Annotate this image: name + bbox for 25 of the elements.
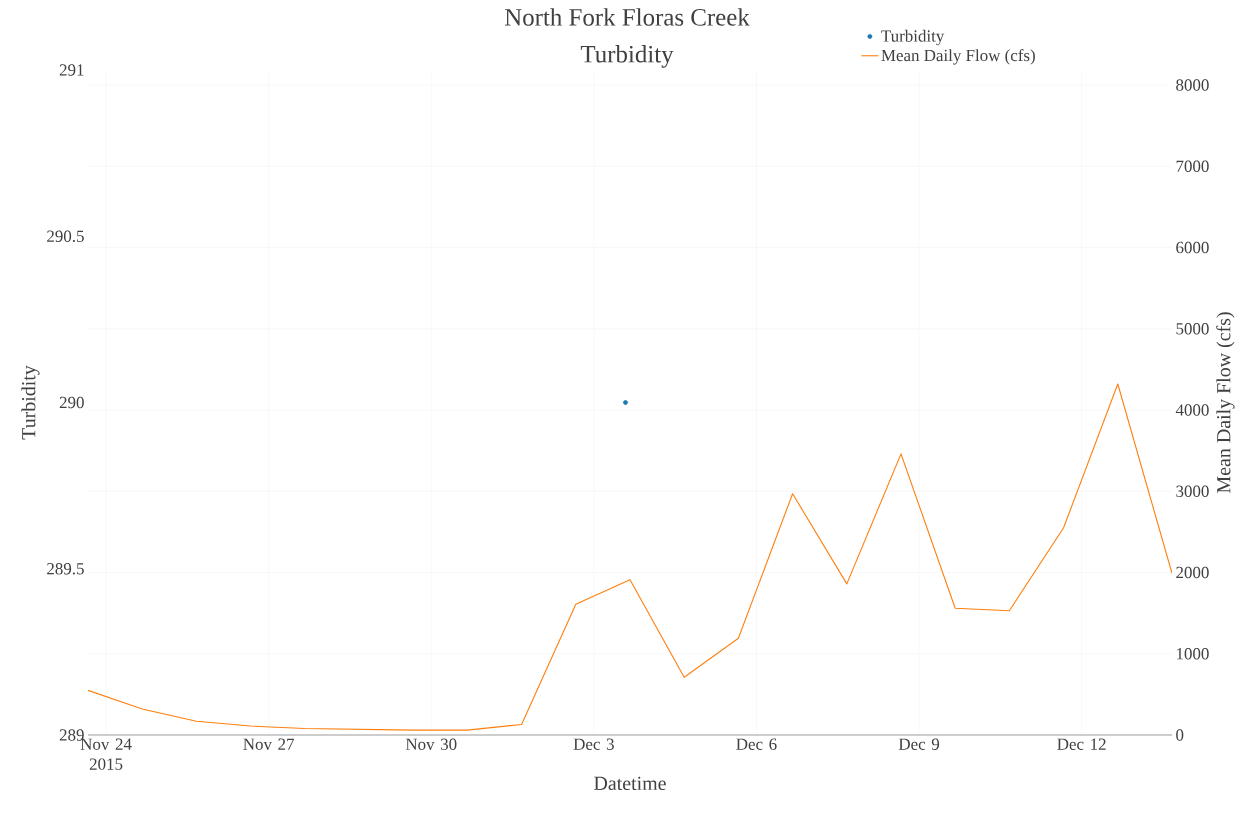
y2-axis-title: Mean Daily Flow (cfs) — [1216, 312, 1235, 493]
x-tick-label: Dec 12 — [1057, 738, 1106, 750]
y-tick-label: 289.5 — [47, 562, 84, 575]
y-axis-title: Turbidity — [21, 365, 40, 440]
x-axis-title: Datetime — [594, 776, 666, 791]
y2-tick-label: 7000 — [1176, 160, 1209, 172]
y2-tick-label: 8000 — [1176, 79, 1209, 91]
x-tick-label: Dec 9 — [898, 738, 940, 750]
y-tick-label: 290 — [59, 396, 84, 409]
chart-title: North Fork Floras Creek Turbidity — [504, 8, 750, 68]
legend-label: Turbidity — [881, 29, 945, 46]
x-tick-label: Nov 27 — [243, 738, 295, 750]
y2-tick-label: 0 — [1176, 729, 1184, 741]
y2-tick-label: 3000 — [1176, 485, 1209, 497]
x-tick-label: Dec 3 — [573, 738, 614, 750]
y2-tick-label: 4000 — [1175, 404, 1209, 416]
y-tick-label: 291 — [59, 64, 84, 76]
x-tick-label: Dec 6 — [736, 738, 777, 750]
y2-tick-label: 5000 — [1176, 323, 1209, 335]
legend-label: Mean Daily Flow (cfs) — [881, 49, 1035, 65]
y2-tick-label: 2000 — [1176, 566, 1209, 579]
x-tick-label: Nov 30 — [405, 738, 457, 750]
y2-tick-label: 1000 — [1177, 648, 1209, 660]
y2-tick-label: 6000 — [1176, 241, 1209, 254]
y-tick-label: 290.5 — [47, 230, 84, 242]
